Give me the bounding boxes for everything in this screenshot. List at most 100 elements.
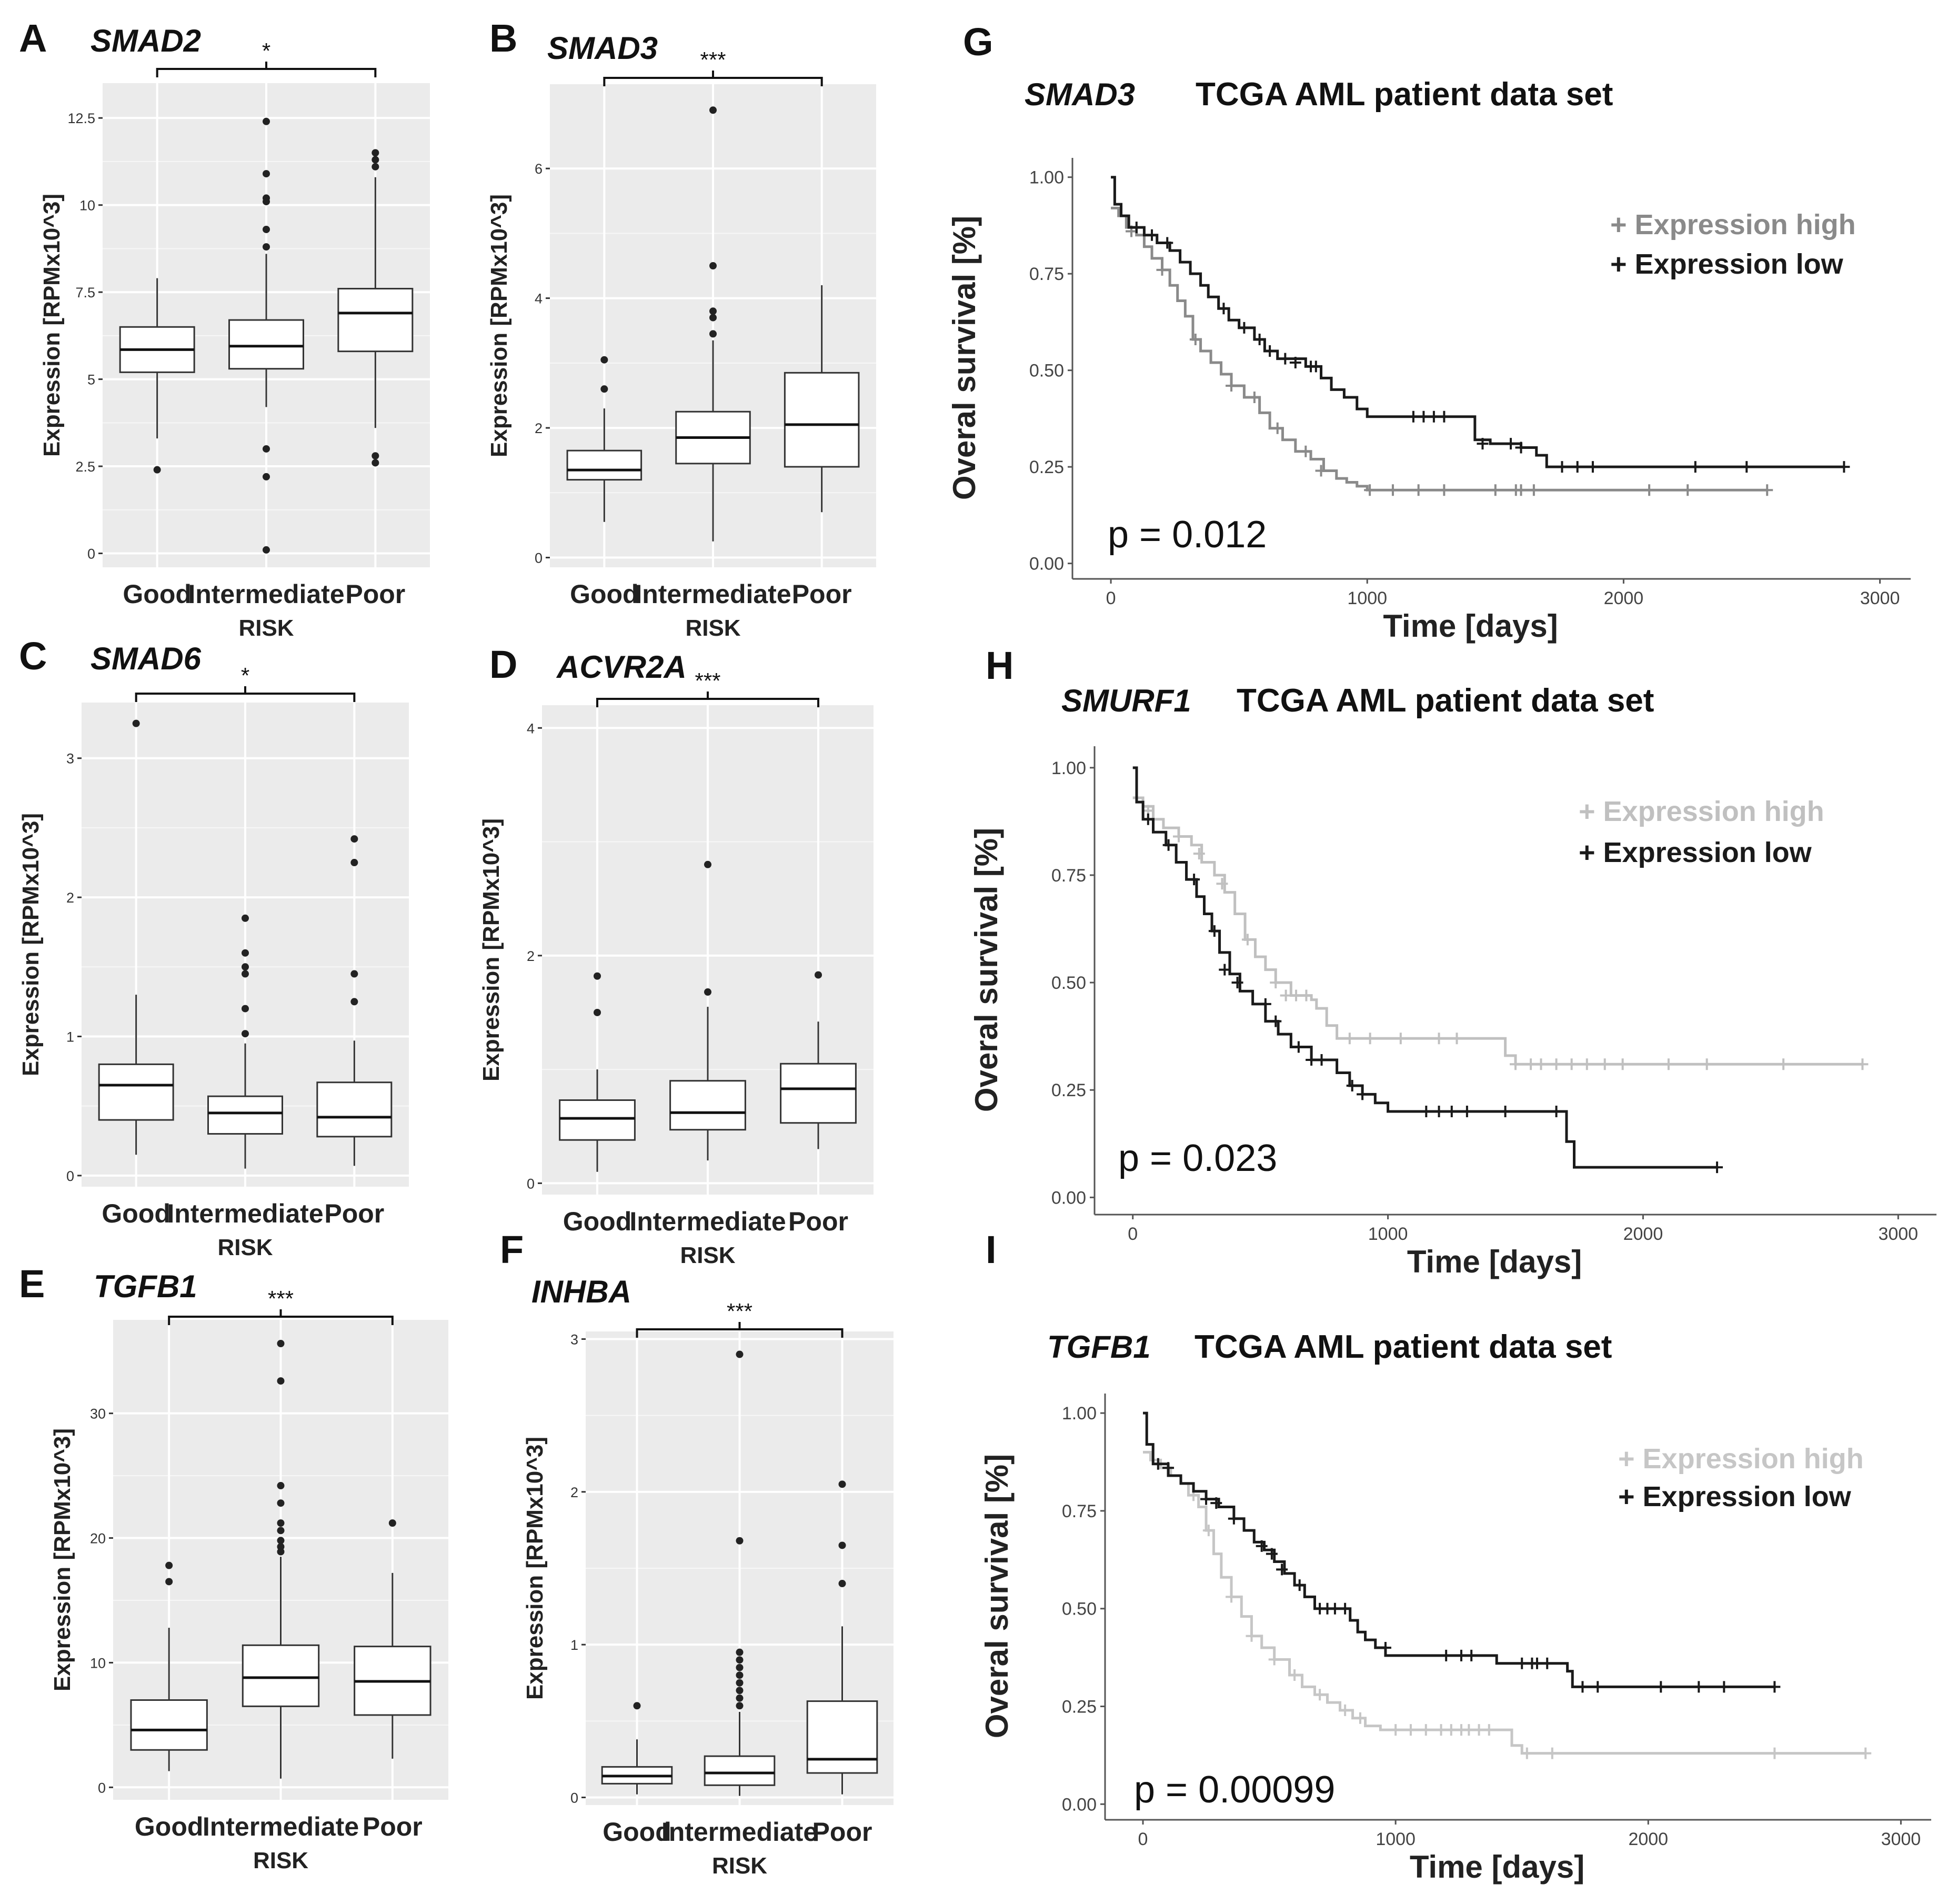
x-axis-label: Time [days] bbox=[1410, 1849, 1584, 1885]
outlier-point bbox=[709, 314, 717, 322]
censor-mark bbox=[1510, 1058, 1521, 1070]
censor-mark bbox=[1259, 998, 1271, 1010]
censor-mark bbox=[1310, 360, 1322, 373]
km-title: TCGA AML patient data set bbox=[1237, 683, 1654, 719]
legend-high: + Expression high bbox=[1610, 209, 1856, 240]
censor-mark bbox=[1218, 303, 1230, 315]
outlier-point bbox=[350, 970, 358, 978]
censor-mark bbox=[1407, 410, 1419, 423]
censor-mark bbox=[1270, 977, 1282, 989]
censor-mark bbox=[1306, 1054, 1318, 1066]
x-tick-label: 2000 bbox=[1604, 588, 1644, 608]
censor-mark bbox=[1599, 1058, 1611, 1070]
gene-title-b: SMAD3 bbox=[547, 31, 658, 66]
outlier-point bbox=[165, 1561, 173, 1569]
censor-mark bbox=[1289, 356, 1301, 368]
category-label: Intermediate bbox=[635, 579, 791, 609]
censor-mark bbox=[1354, 1712, 1366, 1724]
y-tick-label: 12.5 bbox=[67, 111, 95, 126]
censor-mark bbox=[1701, 1058, 1713, 1070]
censor-mark bbox=[1682, 484, 1694, 496]
censor-mark bbox=[1550, 1106, 1562, 1118]
censor-mark bbox=[1505, 438, 1517, 450]
censor-mark bbox=[1292, 1041, 1304, 1053]
outlier-point bbox=[600, 356, 608, 364]
censor-mark bbox=[1238, 322, 1250, 334]
box-poor bbox=[806, 1700, 878, 1774]
gene-title-h: SMURF1 bbox=[1061, 683, 1191, 718]
y-axis-label: Expression [RPMx10^3] bbox=[18, 813, 44, 1076]
censor-mark bbox=[1387, 484, 1399, 496]
y-tick-label: 4 bbox=[527, 720, 535, 736]
censor-mark bbox=[1440, 1649, 1452, 1661]
legend-low: + Expression low bbox=[1579, 837, 1812, 868]
y-axis-label: Expression [RPMx10^3] bbox=[478, 818, 504, 1081]
outlier-point bbox=[277, 1340, 285, 1348]
box-good bbox=[98, 1063, 174, 1121]
censor-mark bbox=[1346, 1080, 1358, 1092]
x-axis-label: RISK bbox=[712, 1853, 767, 1879]
gene-title-e: TGFB1 bbox=[94, 1269, 197, 1304]
outlier-point bbox=[165, 1578, 173, 1586]
y-axis-label: Expression [RPMx10^3] bbox=[39, 194, 65, 457]
censor-mark bbox=[1516, 1657, 1528, 1669]
p-value: p = 0.023 bbox=[1118, 1137, 1277, 1179]
significance-label: *** bbox=[268, 1286, 294, 1311]
y-tick-label: 0.75 bbox=[1062, 1501, 1097, 1521]
censor-mark bbox=[1769, 1747, 1781, 1759]
outlier-point bbox=[242, 963, 249, 971]
box-poor bbox=[784, 372, 860, 468]
censor-mark bbox=[1689, 461, 1701, 473]
censor-mark bbox=[1438, 484, 1450, 496]
x-tick-label: 0 bbox=[1128, 1224, 1138, 1244]
x-tick-label: 2000 bbox=[1628, 1829, 1668, 1849]
outlier-point bbox=[736, 1537, 744, 1545]
survival-curve-low bbox=[1143, 1411, 1775, 1688]
outlier-point bbox=[242, 914, 249, 922]
km-title: TCGA AML patient data set bbox=[1195, 1329, 1612, 1365]
outlier-point bbox=[372, 149, 379, 157]
censor-mark bbox=[1390, 1724, 1402, 1736]
outlier-point bbox=[263, 473, 270, 480]
censor-mark bbox=[1289, 1669, 1301, 1681]
censor-mark bbox=[1364, 484, 1376, 496]
x-axis-label: RISK bbox=[238, 615, 294, 641]
x-axis-label: RISK bbox=[253, 1848, 308, 1873]
censor-mark bbox=[1856, 1058, 1869, 1070]
outlier-point bbox=[350, 859, 358, 867]
censor-mark bbox=[1219, 964, 1231, 976]
censor-mark bbox=[1451, 1033, 1463, 1045]
category-label: Good bbox=[570, 579, 639, 609]
censor-mark bbox=[1489, 484, 1501, 496]
censor-mark bbox=[1445, 1724, 1457, 1736]
censor-mark bbox=[1531, 1657, 1543, 1669]
outlier-point bbox=[736, 1671, 744, 1679]
outlier-point bbox=[594, 1008, 601, 1016]
y-tick-label: 0.00 bbox=[1029, 554, 1064, 574]
y-tick-label: 2 bbox=[527, 948, 535, 964]
panel-label-a: A bbox=[19, 16, 47, 60]
category-label: Poor bbox=[324, 1199, 384, 1228]
y-tick-label: 0.00 bbox=[1051, 1188, 1086, 1208]
censor-mark bbox=[1655, 1681, 1667, 1693]
censor-mark bbox=[1226, 380, 1238, 392]
censor-mark bbox=[1246, 1630, 1258, 1642]
x-tick-label: 3000 bbox=[1860, 588, 1900, 608]
censor-mark bbox=[1162, 839, 1175, 851]
category-label: Poor bbox=[792, 579, 852, 609]
censor-mark bbox=[1741, 461, 1753, 473]
y-tick-label: 3 bbox=[570, 1332, 578, 1348]
box-intermediate bbox=[669, 1080, 746, 1131]
outlier-point bbox=[704, 988, 711, 996]
censor-mark bbox=[1314, 1689, 1326, 1701]
box-poor bbox=[337, 288, 414, 353]
x-axis-label: Time [days] bbox=[1383, 608, 1558, 644]
censor-mark bbox=[1693, 1681, 1705, 1693]
censor-mark bbox=[1226, 1591, 1238, 1603]
significance-label: *** bbox=[695, 668, 720, 693]
outlier-point bbox=[277, 1548, 285, 1556]
censor-mark bbox=[1300, 989, 1312, 1001]
outlier-point bbox=[242, 970, 249, 978]
censor-mark bbox=[1253, 333, 1266, 345]
censor-mark bbox=[1778, 1058, 1790, 1070]
